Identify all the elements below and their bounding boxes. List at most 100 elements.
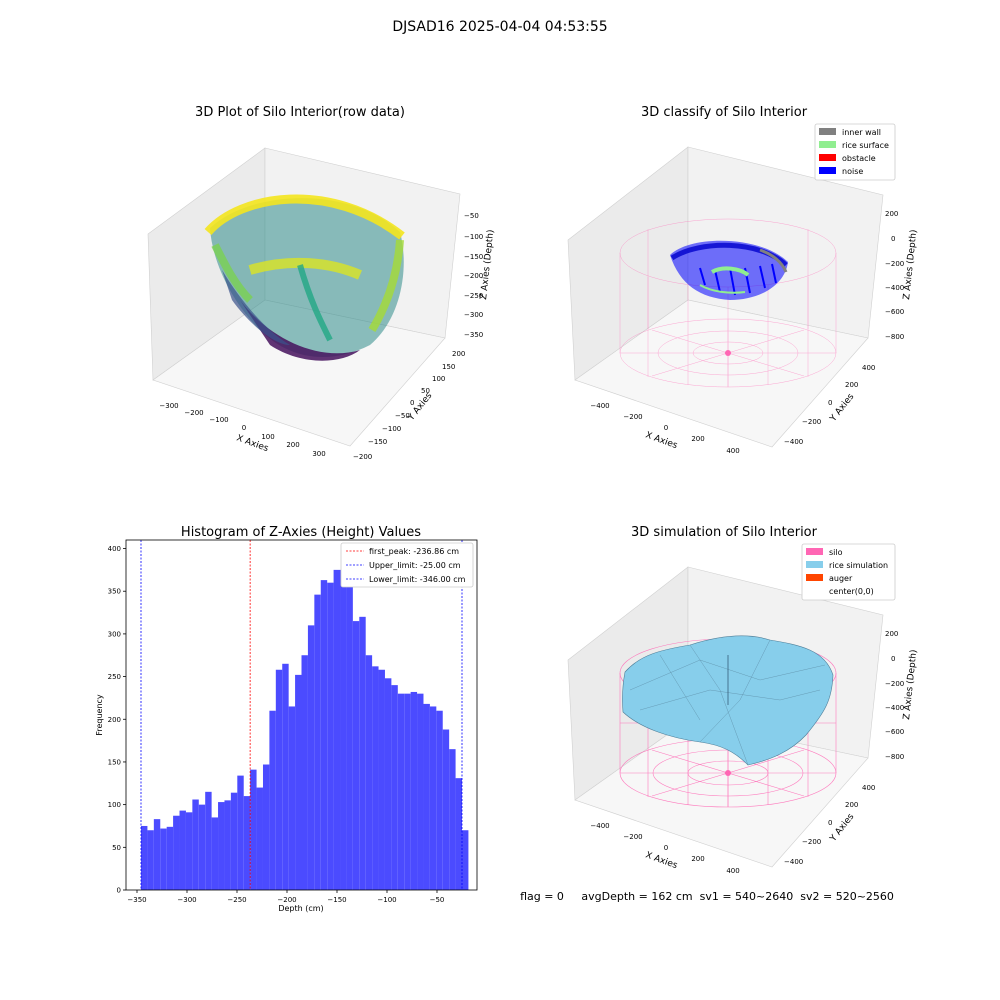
histogram-bar (346, 564, 353, 890)
raw-ytick-label: −50 (395, 412, 410, 420)
raw-xtick-label: −300 (159, 402, 178, 410)
histogram-x-tick-label: −300 (177, 896, 196, 904)
raw-xtick-label: −100 (209, 416, 228, 424)
raw-xtick-label: −200 (184, 409, 203, 417)
histogram-bar (404, 693, 411, 890)
histogram-y-ticks: 0 50 100 150 200 250 300 350 400 (108, 545, 126, 895)
simulation-z-ticks: 200 0 −200 −400 −600 −800 (885, 630, 904, 761)
histogram-bar (211, 817, 219, 890)
classify-ytick-label: 200 (845, 381, 858, 389)
classify-ztick-label: −200 (885, 260, 904, 268)
simulation-xtick-label: 200 (691, 855, 704, 863)
histogram-bar (262, 764, 270, 890)
raw-y-ticks: 200 150 100 50 0 −50 −100 −150 −200 (353, 350, 465, 461)
histogram-bar (256, 787, 263, 890)
legend-lower-limit-label: Lower_limit: -346.00 cm (369, 575, 466, 584)
histogram-bar (166, 826, 174, 890)
classify-ztick-label: −600 (885, 308, 904, 316)
raw-xtick-label: 100 (261, 433, 274, 441)
classify-y-axis-label: Y Axies (828, 392, 857, 425)
histogram-bar (327, 582, 334, 890)
legend-noise-label: noise (842, 167, 863, 176)
simulation-xtick-label: 0 (664, 844, 668, 852)
histogram-y-tick-label: 250 (108, 673, 121, 681)
raw-xtick-label: 200 (286, 441, 299, 449)
legend-rice-simulation-label: rice simulation (829, 561, 888, 570)
histogram-x-tick-label: −200 (277, 896, 296, 904)
raw-ztick-label: −100 (464, 233, 483, 241)
raw-ztick-label: −250 (464, 292, 483, 300)
classify-ytick-label: 0 (828, 399, 832, 407)
raw-ytick-label: −150 (368, 438, 387, 446)
histogram-bar (352, 621, 360, 890)
histogram-bar (250, 769, 257, 890)
simulation-ytick-label: 0 (828, 819, 832, 827)
histogram-bar (410, 691, 418, 890)
histogram-y-tick-label: 400 (108, 545, 121, 553)
simulation-ztick-label: −600 (885, 728, 904, 736)
classify-3d-panel: 3D classify of Silo Interior (567, 105, 919, 455)
legend-silo-swatch (806, 548, 823, 555)
histogram-bar (269, 710, 276, 890)
simulation-y-axis-label: Y Axies (828, 812, 857, 845)
classify-xtick-label: 400 (726, 447, 739, 455)
histogram-bar (179, 810, 186, 890)
histogram-bar (198, 804, 206, 890)
histogram-bar (436, 710, 443, 890)
classify-x-ticks: −400 −200 0 200 400 (590, 402, 739, 455)
classify-center-marker (725, 350, 731, 356)
raw-ztick-label: −300 (464, 311, 483, 319)
histogram-bar (423, 703, 430, 890)
histogram-bar (218, 802, 225, 890)
histogram-y-tick-label: 100 (108, 801, 121, 809)
legend-rice-surface-label: rice surface (842, 141, 889, 150)
legend-inner-wall-swatch (819, 128, 836, 135)
histogram-x-ticks: −350 −300 −250 −200 −150 −100 −50 (127, 890, 444, 904)
legend-inner-wall-label: inner wall (842, 128, 881, 137)
raw-ytick-label: 0 (410, 399, 414, 407)
histogram-plot-frame (125, 539, 478, 891)
histogram-bar (147, 830, 154, 890)
classify-ztick-label: −800 (885, 333, 904, 341)
histogram-bar (205, 791, 212, 890)
classify-xtick-label: 0 (664, 424, 668, 432)
histogram-bar (365, 655, 373, 890)
histogram-y-tick-label: 50 (112, 844, 121, 852)
classify-ytick-label: −400 (784, 438, 803, 446)
simulation-y-ticks: 400 200 0 −200 −400 (784, 784, 875, 866)
simulation-ztick-label: 0 (891, 655, 895, 663)
histogram-bar (301, 655, 308, 890)
simulation-ytick-label: −200 (802, 838, 821, 846)
legend-rice-surface-swatch (819, 141, 836, 148)
simulation-ytick-label: 200 (845, 801, 858, 809)
histogram-bar (397, 693, 405, 890)
simulation-z-axis-label: Z Axies (Depth) (902, 649, 919, 720)
histogram-y-tick-label: 0 (117, 887, 121, 895)
simulation-panel-title: 3D simulation of Silo Interior (631, 525, 818, 540)
raw-ztick-label: −350 (464, 331, 483, 339)
raw-ytick-label: 50 (421, 387, 430, 395)
simulation-rice-surface (622, 635, 834, 766)
histogram-bar (288, 706, 296, 890)
legend-noise-swatch (819, 167, 836, 174)
simulation-xtick-label: −200 (623, 833, 642, 841)
histogram-bar (230, 792, 238, 890)
raw-ytick-label: −200 (353, 453, 372, 461)
raw-surface (204, 194, 405, 361)
histogram-bar (384, 678, 392, 890)
histogram-bar (462, 830, 469, 890)
legend-auger-label: auger (829, 574, 853, 583)
histogram-bar (141, 825, 148, 890)
classify-xtick-label: 200 (691, 435, 704, 443)
simulation-3d-panel: 3D simulation of Silo Interior (567, 525, 919, 875)
classify-xtick-label: −400 (590, 402, 609, 410)
histogram-bar (340, 569, 347, 890)
histogram-bar (442, 729, 450, 890)
simulation-xtick-label: −400 (590, 822, 609, 830)
status-line: flag = 0 avgDepth = 162 cm sv1 = 540~264… (520, 890, 894, 903)
simulation-ztick-label: 200 (885, 630, 898, 638)
legend-upper-limit-label: Upper_limit: -25.00 cm (369, 561, 461, 570)
classify-x-axis-label: X Axies (644, 430, 679, 451)
simulation-ztick-label: −400 (885, 704, 904, 712)
simulation-ztick-label: −200 (885, 680, 904, 688)
